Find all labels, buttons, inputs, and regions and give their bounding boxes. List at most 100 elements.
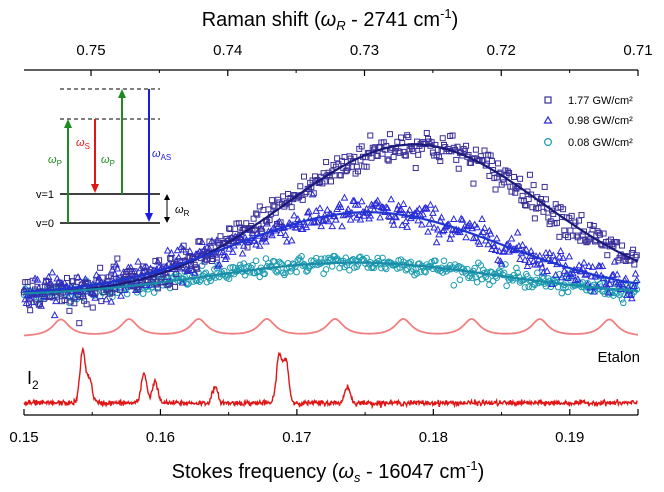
data-point-triangle	[578, 264, 587, 272]
data-point-square	[269, 197, 276, 204]
label-omega-p-2: ωP	[101, 154, 115, 168]
data-point-triangle	[588, 262, 597, 270]
data-point-square	[487, 152, 494, 159]
top-tick-label: 0.71	[623, 42, 652, 59]
data-point-triangle	[492, 234, 501, 242]
data-point-circle	[346, 266, 353, 274]
data-point-circle	[486, 281, 493, 289]
data-point-triangle	[556, 246, 565, 254]
pump-arrow-1-head	[64, 119, 72, 128]
data-point-triangle	[305, 207, 313, 215]
antistokes-arrow-head	[145, 213, 153, 222]
data-point-triangle	[117, 291, 125, 299]
data-point-square	[232, 230, 239, 237]
data-point-circle	[502, 261, 509, 268]
data-point-square	[578, 212, 585, 219]
data-point-square	[34, 283, 41, 290]
data-point-triangle	[523, 261, 532, 269]
data-point-square	[553, 219, 560, 226]
data-point-square	[423, 129, 430, 136]
data-point-triangle	[281, 230, 290, 238]
data-point-square	[265, 206, 272, 213]
data-point-square	[76, 320, 83, 327]
data-point-triangle	[449, 214, 458, 222]
data-point-triangle	[524, 257, 533, 265]
data-point-square	[56, 279, 63, 286]
data-point-square	[386, 131, 393, 138]
data-point-square	[66, 307, 73, 314]
fit-curve	[23, 211, 639, 294]
series-points	[20, 129, 641, 327]
data-point-triangle	[513, 228, 522, 236]
data-point-square	[273, 220, 280, 227]
data-point-triangle	[134, 257, 143, 265]
data-point-triangle	[562, 269, 571, 277]
data-point-square	[373, 152, 380, 159]
data-point-triangle	[174, 253, 183, 261]
data-point-triangle	[598, 261, 607, 270]
data-point-square	[472, 146, 479, 153]
data-point-triangle	[522, 245, 531, 253]
data-point-square	[530, 182, 537, 189]
data-point-circle	[432, 257, 439, 265]
data-point-square	[633, 252, 640, 259]
data-point-square	[504, 168, 511, 175]
data-point-circle	[450, 282, 458, 289]
data-point-square	[207, 244, 214, 251]
data-point-square	[345, 164, 352, 171]
data-point-circle	[531, 281, 539, 289]
data-point-triangle	[558, 273, 566, 281]
data-point-square	[93, 277, 100, 284]
data-point-circle	[483, 269, 491, 276]
data-point-square	[61, 297, 68, 304]
data-point-circle	[601, 290, 609, 298]
data-point-square	[496, 170, 503, 177]
bottom-axis-title: Stokes frequency (ωs - 16047 cm-1)	[172, 458, 485, 485]
data-point-circle	[514, 269, 521, 277]
data-point-circle	[421, 268, 428, 275]
data-point-square	[385, 157, 392, 164]
data-point-square	[367, 132, 374, 139]
data-point-square	[71, 300, 78, 307]
data-point-triangle	[415, 204, 424, 212]
data-point-square	[501, 179, 508, 186]
etalon-label: Etalon	[597, 349, 640, 366]
data-point-triangle	[302, 223, 311, 231]
data-point-square	[194, 265, 201, 272]
data-point-triangle	[391, 212, 399, 220]
data-point-square	[243, 220, 250, 227]
bottom-tick-label: 0.17	[282, 429, 311, 446]
data-point-triangle	[324, 217, 333, 225]
data-point-circle	[225, 275, 233, 283]
data-point-square	[63, 274, 70, 281]
top-tick-label: 0.75	[76, 42, 105, 59]
data-point-square	[99, 274, 106, 281]
data-point-square	[453, 156, 460, 163]
data-point-square	[300, 173, 307, 180]
data-point-square	[404, 132, 411, 139]
top-tick-label: 0.73	[350, 42, 379, 59]
data-point-square	[36, 300, 43, 307]
data-point-triangle	[484, 240, 493, 248]
data-point-square	[600, 230, 607, 237]
data-point-triangle	[605, 279, 614, 287]
bottom-tick-label: 0.18	[419, 429, 448, 446]
raman-bracket-head-bottom	[164, 217, 170, 223]
data-point-circle	[256, 273, 264, 281]
data-point-square	[454, 143, 461, 150]
data-point-square	[33, 295, 40, 302]
data-point-square	[480, 156, 487, 163]
data-point-triangle	[383, 204, 392, 212]
data-point-square	[540, 208, 547, 215]
data-point-triangle	[628, 294, 636, 302]
data-point-circle	[521, 284, 529, 291]
data-point-triangle	[366, 211, 375, 219]
data-point-triangle	[387, 195, 396, 203]
data-point-square	[152, 257, 159, 264]
data-point-triangle	[262, 237, 270, 245]
data-point-triangle	[303, 208, 312, 216]
data-point-triangle	[328, 222, 337, 230]
data-point-triangle	[527, 246, 536, 255]
data-point-square	[614, 239, 621, 246]
